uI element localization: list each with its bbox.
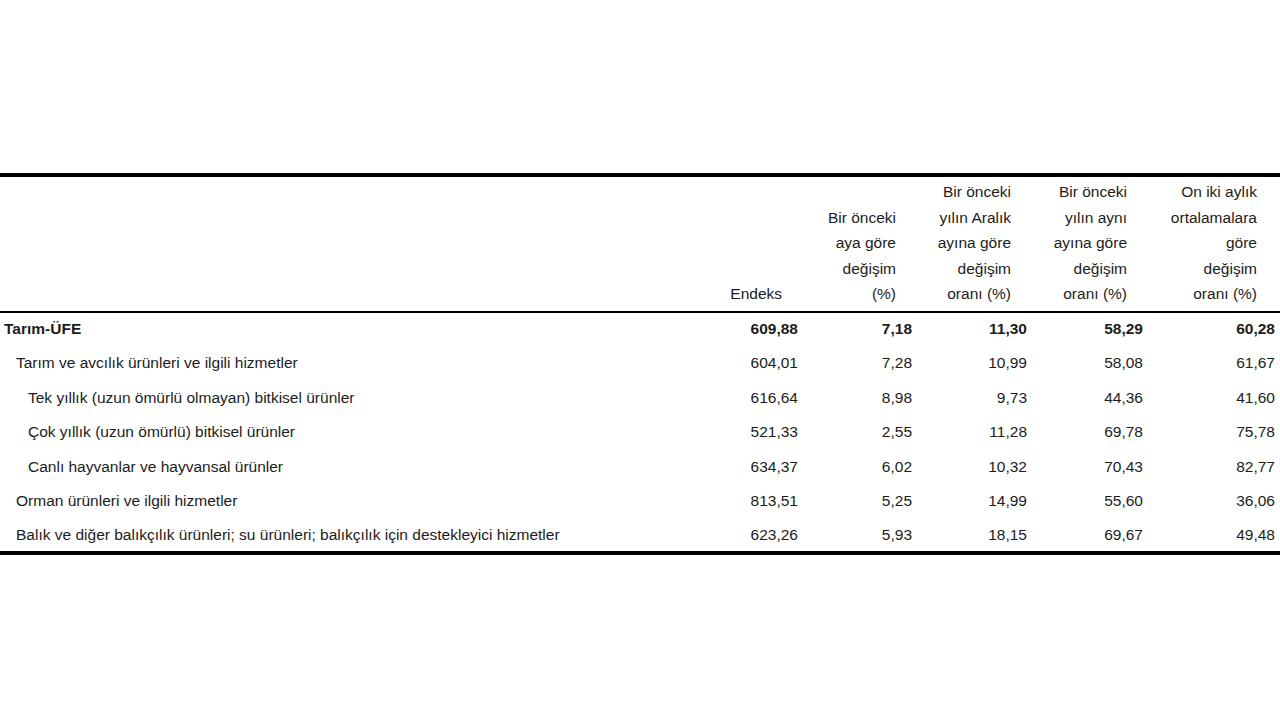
cell-annual-change: 69,67 [1027, 519, 1143, 554]
cell-endeks: 521,33 [710, 415, 798, 450]
cell-december-change: 11,30 [912, 312, 1027, 347]
cell-annual-change: 70,43 [1027, 450, 1143, 485]
tarim-ufe-table: Endeks Bir önceki aya göre değişim (%) B… [0, 173, 1280, 555]
cell-monthly-change: 8,98 [798, 381, 912, 416]
column-header-twelve-month-avg-change: On iki aylık ortalamalara göre değişim o… [1143, 175, 1280, 312]
cell-annual-change: 69,78 [1027, 415, 1143, 450]
row-label: Tarım-ÜFE [0, 312, 710, 347]
cell-monthly-change: 2,55 [798, 415, 912, 450]
cell-endeks: 604,01 [710, 346, 798, 381]
table-body: Tarım-ÜFE 609,88 7,18 11,30 58,29 60,28 … [0, 312, 1280, 554]
row-label: Çok yıllık (uzun ömürlü) bitkisel ürünle… [0, 415, 710, 450]
cell-monthly-change: 5,93 [798, 519, 912, 554]
table-row-orman-urunleri: Orman ürünleri ve ilgili hizmetler 813,5… [0, 484, 1280, 519]
cell-monthly-change: 7,28 [798, 346, 912, 381]
table-row-tarim-ufe: Tarım-ÜFE 609,88 7,18 11,30 58,29 60,28 [0, 312, 1280, 347]
cell-monthly-change: 6,02 [798, 450, 912, 485]
cell-annual-change: 44,36 [1027, 381, 1143, 416]
cell-december-change: 9,73 [912, 381, 1027, 416]
cell-twelve-month-avg-change: 82,77 [1143, 450, 1280, 485]
table-header: Endeks Bir önceki aya göre değişim (%) B… [0, 175, 1280, 312]
cell-december-change: 14,99 [912, 484, 1027, 519]
table-row-tek-yillik-bitkisel: Tek yıllık (uzun ömürlü olmayan) bitkise… [0, 381, 1280, 416]
header-row: Endeks Bir önceki aya göre değişim (%) B… [0, 175, 1280, 312]
cell-annual-change: 58,08 [1027, 346, 1143, 381]
cell-twelve-month-avg-change: 49,48 [1143, 519, 1280, 554]
cell-endeks: 616,64 [710, 381, 798, 416]
cell-annual-change: 55,60 [1027, 484, 1143, 519]
column-header-december-change: Bir önceki yılın Aralık ayına göre değiş… [912, 175, 1027, 312]
cell-december-change: 18,15 [912, 519, 1027, 554]
cell-endeks: 634,37 [710, 450, 798, 485]
row-label: Orman ürünleri ve ilgili hizmetler [0, 484, 710, 519]
row-label: Tek yıllık (uzun ömürlü olmayan) bitkise… [0, 381, 710, 416]
row-label: Tarım ve avcılık ürünleri ve ilgili hizm… [0, 346, 710, 381]
row-label: Canlı hayvanlar ve hayvansal ürünler [0, 450, 710, 485]
table-row-balik-urunleri: Balık ve diğer balıkçılık ürünleri; su ü… [0, 519, 1280, 554]
page: Endeks Bir önceki aya göre değişim (%) B… [0, 173, 1280, 720]
cell-december-change: 11,28 [912, 415, 1027, 450]
cell-twelve-month-avg-change: 60,28 [1143, 312, 1280, 347]
cell-monthly-change: 5,25 [798, 484, 912, 519]
cell-endeks: 623,26 [710, 519, 798, 554]
cell-endeks: 609,88 [710, 312, 798, 347]
cell-twelve-month-avg-change: 41,60 [1143, 381, 1280, 416]
cell-twelve-month-avg-change: 36,06 [1143, 484, 1280, 519]
column-header-monthly-change: Bir önceki aya göre değişim (%) [798, 175, 912, 312]
table-row-tarim-avcilik: Tarım ve avcılık ürünleri ve ilgili hizm… [0, 346, 1280, 381]
row-label: Balık ve diğer balıkçılık ürünleri; su ü… [0, 519, 710, 554]
cell-monthly-change: 7,18 [798, 312, 912, 347]
column-header-annual-change: Bir önceki yılın aynı ayına göre değişim… [1027, 175, 1143, 312]
cell-december-change: 10,99 [912, 346, 1027, 381]
cell-december-change: 10,32 [912, 450, 1027, 485]
table-row-canli-hayvanlar: Canlı hayvanlar ve hayvansal ürünler 634… [0, 450, 1280, 485]
header-empty-cell [0, 175, 710, 312]
cell-annual-change: 58,29 [1027, 312, 1143, 347]
table-row-cok-yillik-bitkisel: Çok yıllık (uzun ömürlü) bitkisel ürünle… [0, 415, 1280, 450]
cell-twelve-month-avg-change: 75,78 [1143, 415, 1280, 450]
cell-twelve-month-avg-change: 61,67 [1143, 346, 1280, 381]
column-header-endeks: Endeks [710, 175, 798, 312]
cell-endeks: 813,51 [710, 484, 798, 519]
